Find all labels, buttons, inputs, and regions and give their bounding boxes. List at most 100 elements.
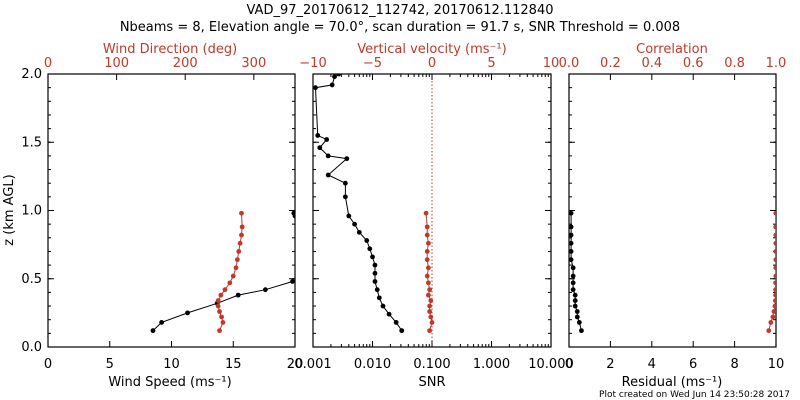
y-axis-tick-label: 1.0 (21, 204, 42, 219)
data-point (771, 309, 776, 314)
data-point (372, 279, 378, 284)
top-axis-tick-label: 0 (428, 56, 436, 71)
bottom-axis-tick-label: 10 (163, 357, 180, 372)
data-point (150, 328, 156, 334)
data-point (236, 249, 242, 254)
data-point (393, 320, 399, 325)
snr-axis-label: SNR (418, 375, 445, 390)
data-point (215, 303, 221, 309)
data-point (230, 273, 236, 279)
data-point (773, 273, 776, 279)
data-point (569, 240, 574, 246)
data-point (569, 210, 574, 216)
data-point (370, 254, 375, 260)
data-point (570, 273, 576, 279)
data-point (262, 287, 268, 293)
data-point (239, 232, 244, 238)
data-point (346, 213, 352, 219)
data-point (424, 232, 430, 238)
bottom-axis-tick-label: 0.100 (413, 357, 450, 372)
data-point (426, 265, 431, 271)
data-point (770, 314, 776, 320)
data-point (342, 180, 348, 186)
data-point (772, 303, 776, 309)
data-point (773, 280, 776, 286)
bottom-axis-tick-label: 8 (730, 357, 738, 372)
data-point (569, 249, 574, 254)
residual-panel: Correlation Residual (ms⁻¹) 0 2 4 6 8 10 0.0 0.… (559, 42, 787, 390)
data-point (372, 262, 378, 268)
data-point (423, 210, 429, 216)
data-point (336, 74, 342, 77)
y-axis-tick-label: 0.0 (21, 340, 42, 355)
data-point (576, 320, 582, 325)
top-axis-tick-label: 0.2 (600, 56, 621, 71)
plot-frame (568, 73, 777, 348)
data-point (215, 298, 221, 303)
series-line (314, 74, 403, 331)
top-axis-tick-label: 300 (241, 56, 266, 71)
data-point (234, 257, 240, 263)
top-axis-tick-label: −5 (363, 56, 382, 71)
data-point (233, 265, 239, 271)
data-point (766, 328, 772, 334)
bottom-axis-tick-label: 10 (768, 357, 785, 372)
data-point (424, 273, 430, 279)
top-axis-tick-label: 5 (487, 56, 495, 71)
top-axis-tick-label: 100 (104, 56, 129, 71)
bottom-axis-tick-label: 20 (287, 357, 304, 372)
series-line (217, 213, 243, 331)
data-point (217, 328, 222, 334)
series-group (313, 74, 435, 334)
data-point (332, 74, 337, 80)
data-point (427, 309, 433, 314)
data-point (570, 280, 576, 286)
data-point (427, 328, 433, 334)
data-point (574, 314, 580, 320)
data-point (569, 224, 574, 230)
data-point (219, 314, 224, 320)
data-point (237, 240, 243, 246)
data-point (217, 309, 222, 314)
data-point (427, 303, 433, 309)
bottom-axis-tick-label: 6 (689, 357, 697, 372)
data-point (424, 257, 430, 263)
top-axis-tick-label: 0.8 (724, 56, 745, 71)
data-point (772, 298, 776, 303)
data-point (570, 265, 576, 271)
y-axis-label: z (km AGL) (2, 174, 17, 245)
y-axis-tick-label: 2.0 (21, 67, 42, 82)
wind-speed-axis-label: Wind Speed (ms⁻¹) (108, 375, 231, 390)
data-point (579, 328, 584, 334)
series-group (569, 210, 776, 334)
data-point (768, 320, 774, 325)
data-point (235, 292, 241, 298)
data-point (185, 310, 190, 316)
data-point (773, 224, 776, 230)
data-point (572, 303, 578, 309)
data-point (239, 224, 245, 230)
data-point (426, 240, 431, 246)
top-axis-tick-label: 0.0 (559, 56, 580, 71)
data-point (773, 232, 776, 238)
series-group (150, 210, 295, 334)
data-point (426, 280, 431, 286)
data-point (380, 303, 386, 309)
data-point (313, 85, 318, 91)
data-point (324, 137, 330, 142)
data-point (427, 287, 433, 293)
bottom-axis-tick-label: 0 (44, 357, 52, 372)
data-point (773, 249, 776, 254)
data-point (290, 279, 295, 284)
data-point (428, 298, 434, 303)
data-point (574, 309, 580, 314)
data-point (376, 295, 382, 301)
data-point (227, 280, 233, 286)
data-point (222, 287, 228, 293)
data-point (424, 249, 430, 254)
wind-direction-axis-label: Wind Direction (deg) (103, 42, 237, 57)
data-point (325, 172, 331, 178)
data-point (428, 314, 434, 320)
bottom-axis-tick-label: 0.001 (294, 357, 331, 372)
data-point (325, 153, 331, 159)
